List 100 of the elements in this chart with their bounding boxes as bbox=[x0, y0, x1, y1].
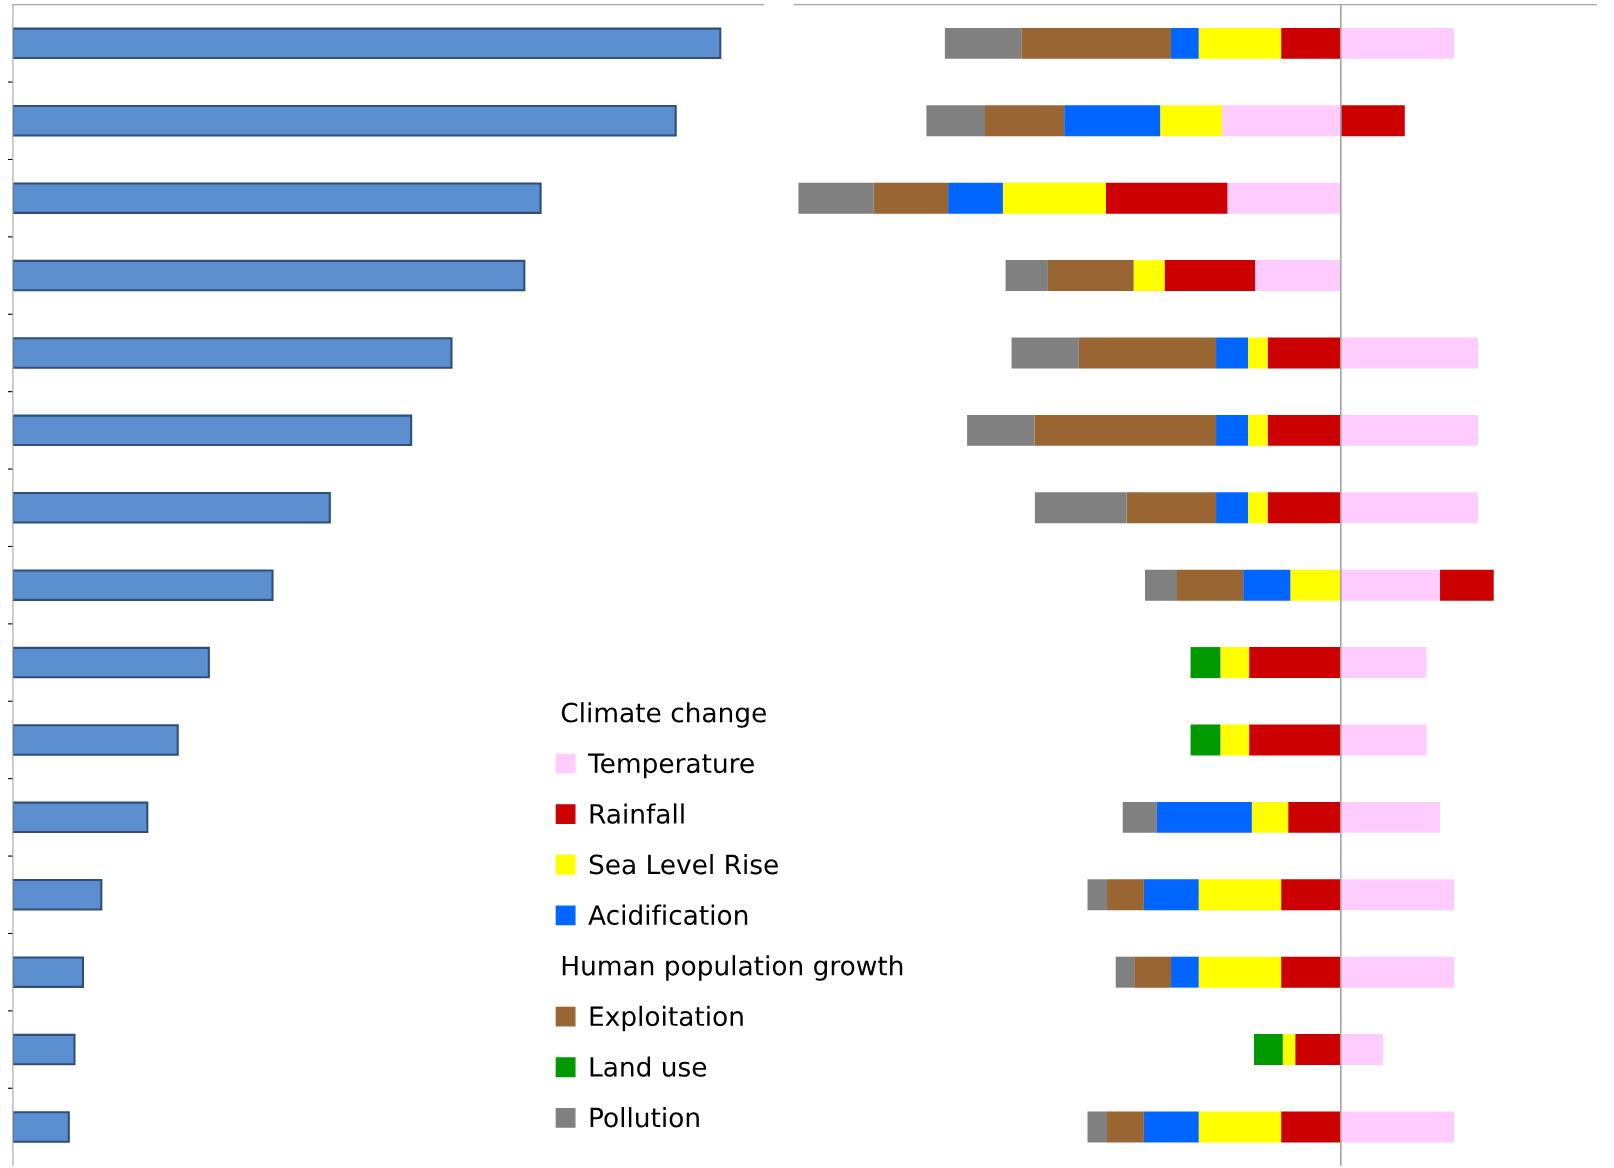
legend-label: Exploitation bbox=[590, 1005, 743, 1032]
bar bbox=[1267, 414, 1341, 446]
bar bbox=[1002, 182, 1106, 214]
bar bbox=[1251, 801, 1289, 833]
bar bbox=[1288, 801, 1341, 833]
bar bbox=[1216, 492, 1249, 524]
bar bbox=[926, 105, 985, 137]
bar bbox=[1021, 27, 1172, 59]
bar bbox=[1255, 260, 1341, 292]
bar bbox=[1248, 492, 1268, 524]
bar bbox=[1198, 879, 1282, 911]
bar bbox=[1281, 956, 1341, 988]
bar bbox=[1222, 105, 1341, 137]
bar bbox=[1340, 337, 1479, 369]
bar bbox=[944, 27, 1022, 59]
bar bbox=[12, 27, 722, 60]
bar bbox=[1171, 27, 1199, 59]
bar bbox=[1249, 647, 1341, 679]
bar bbox=[1145, 569, 1177, 601]
bar bbox=[1198, 1111, 1282, 1143]
bar bbox=[1340, 724, 1427, 756]
bar bbox=[1198, 956, 1282, 988]
bar bbox=[1216, 337, 1249, 369]
bar bbox=[1160, 105, 1223, 137]
bar bbox=[1254, 1034, 1283, 1066]
legend-label: Land use bbox=[590, 1056, 707, 1077]
bar bbox=[1340, 105, 1405, 137]
bar bbox=[12, 182, 542, 214]
legend-label: Rainfall bbox=[590, 803, 684, 824]
bar bbox=[1227, 182, 1341, 214]
bar bbox=[1340, 956, 1455, 988]
bar bbox=[12, 259, 526, 292]
bar bbox=[1177, 569, 1244, 601]
bar bbox=[1078, 337, 1217, 369]
bar bbox=[12, 724, 179, 756]
bar bbox=[1249, 724, 1341, 756]
bar bbox=[1115, 956, 1135, 988]
bar bbox=[1122, 801, 1157, 833]
bar bbox=[1034, 492, 1127, 524]
bar bbox=[1281, 1111, 1341, 1143]
bar bbox=[1107, 879, 1144, 911]
bar bbox=[12, 414, 413, 447]
bar bbox=[12, 956, 84, 988]
bar bbox=[12, 492, 331, 524]
bar bbox=[1282, 1034, 1296, 1066]
bar bbox=[1216, 414, 1249, 446]
legend-label: Sea Level Rise bbox=[589, 853, 778, 875]
bar bbox=[1143, 1111, 1199, 1143]
bar bbox=[1281, 27, 1341, 59]
bar bbox=[1171, 956, 1199, 988]
bar bbox=[1340, 1034, 1384, 1066]
bar bbox=[12, 105, 677, 137]
bar bbox=[1440, 569, 1494, 601]
annotation: Human population growth bbox=[562, 955, 903, 981]
bar bbox=[12, 1111, 70, 1143]
bar bbox=[1047, 260, 1134, 292]
bar bbox=[1143, 879, 1199, 911]
bar bbox=[1248, 337, 1268, 369]
bar bbox=[1340, 27, 1455, 59]
bar bbox=[1267, 492, 1341, 524]
bar bbox=[1340, 879, 1455, 911]
bar bbox=[1087, 879, 1108, 911]
legend-label: Acidification bbox=[588, 904, 748, 926]
annotation: Climate change bbox=[561, 702, 766, 728]
bar bbox=[1248, 414, 1268, 446]
bar bbox=[1340, 414, 1479, 446]
bar bbox=[1220, 724, 1250, 756]
bar bbox=[1190, 724, 1221, 756]
bar bbox=[1133, 260, 1165, 292]
bar bbox=[12, 646, 210, 679]
bar bbox=[1290, 569, 1341, 601]
bar bbox=[967, 414, 1035, 446]
bar bbox=[12, 337, 453, 369]
bar bbox=[1267, 337, 1341, 369]
bar bbox=[1134, 956, 1172, 988]
legend-label: Pollution bbox=[590, 1107, 699, 1128]
bar bbox=[1064, 105, 1161, 137]
bar bbox=[1281, 879, 1341, 911]
legend-label: Temperature bbox=[587, 753, 754, 779]
bar bbox=[1126, 492, 1217, 524]
bar bbox=[1105, 182, 1228, 214]
bar bbox=[1164, 260, 1256, 292]
bar bbox=[1340, 492, 1479, 524]
bar bbox=[12, 879, 103, 911]
bar bbox=[12, 1033, 76, 1066]
bar bbox=[1034, 414, 1217, 446]
bar bbox=[1107, 1111, 1144, 1143]
bar bbox=[12, 569, 274, 601]
bar bbox=[1243, 569, 1291, 601]
bar bbox=[1190, 647, 1221, 679]
bar bbox=[1340, 647, 1427, 679]
bar bbox=[948, 182, 1003, 214]
bar bbox=[798, 182, 874, 214]
bar bbox=[1198, 27, 1282, 59]
bar bbox=[1220, 647, 1250, 679]
bar bbox=[1340, 801, 1441, 833]
bar bbox=[1005, 260, 1048, 292]
bar bbox=[1156, 801, 1252, 833]
bar bbox=[1340, 1111, 1455, 1143]
bar bbox=[873, 182, 949, 214]
